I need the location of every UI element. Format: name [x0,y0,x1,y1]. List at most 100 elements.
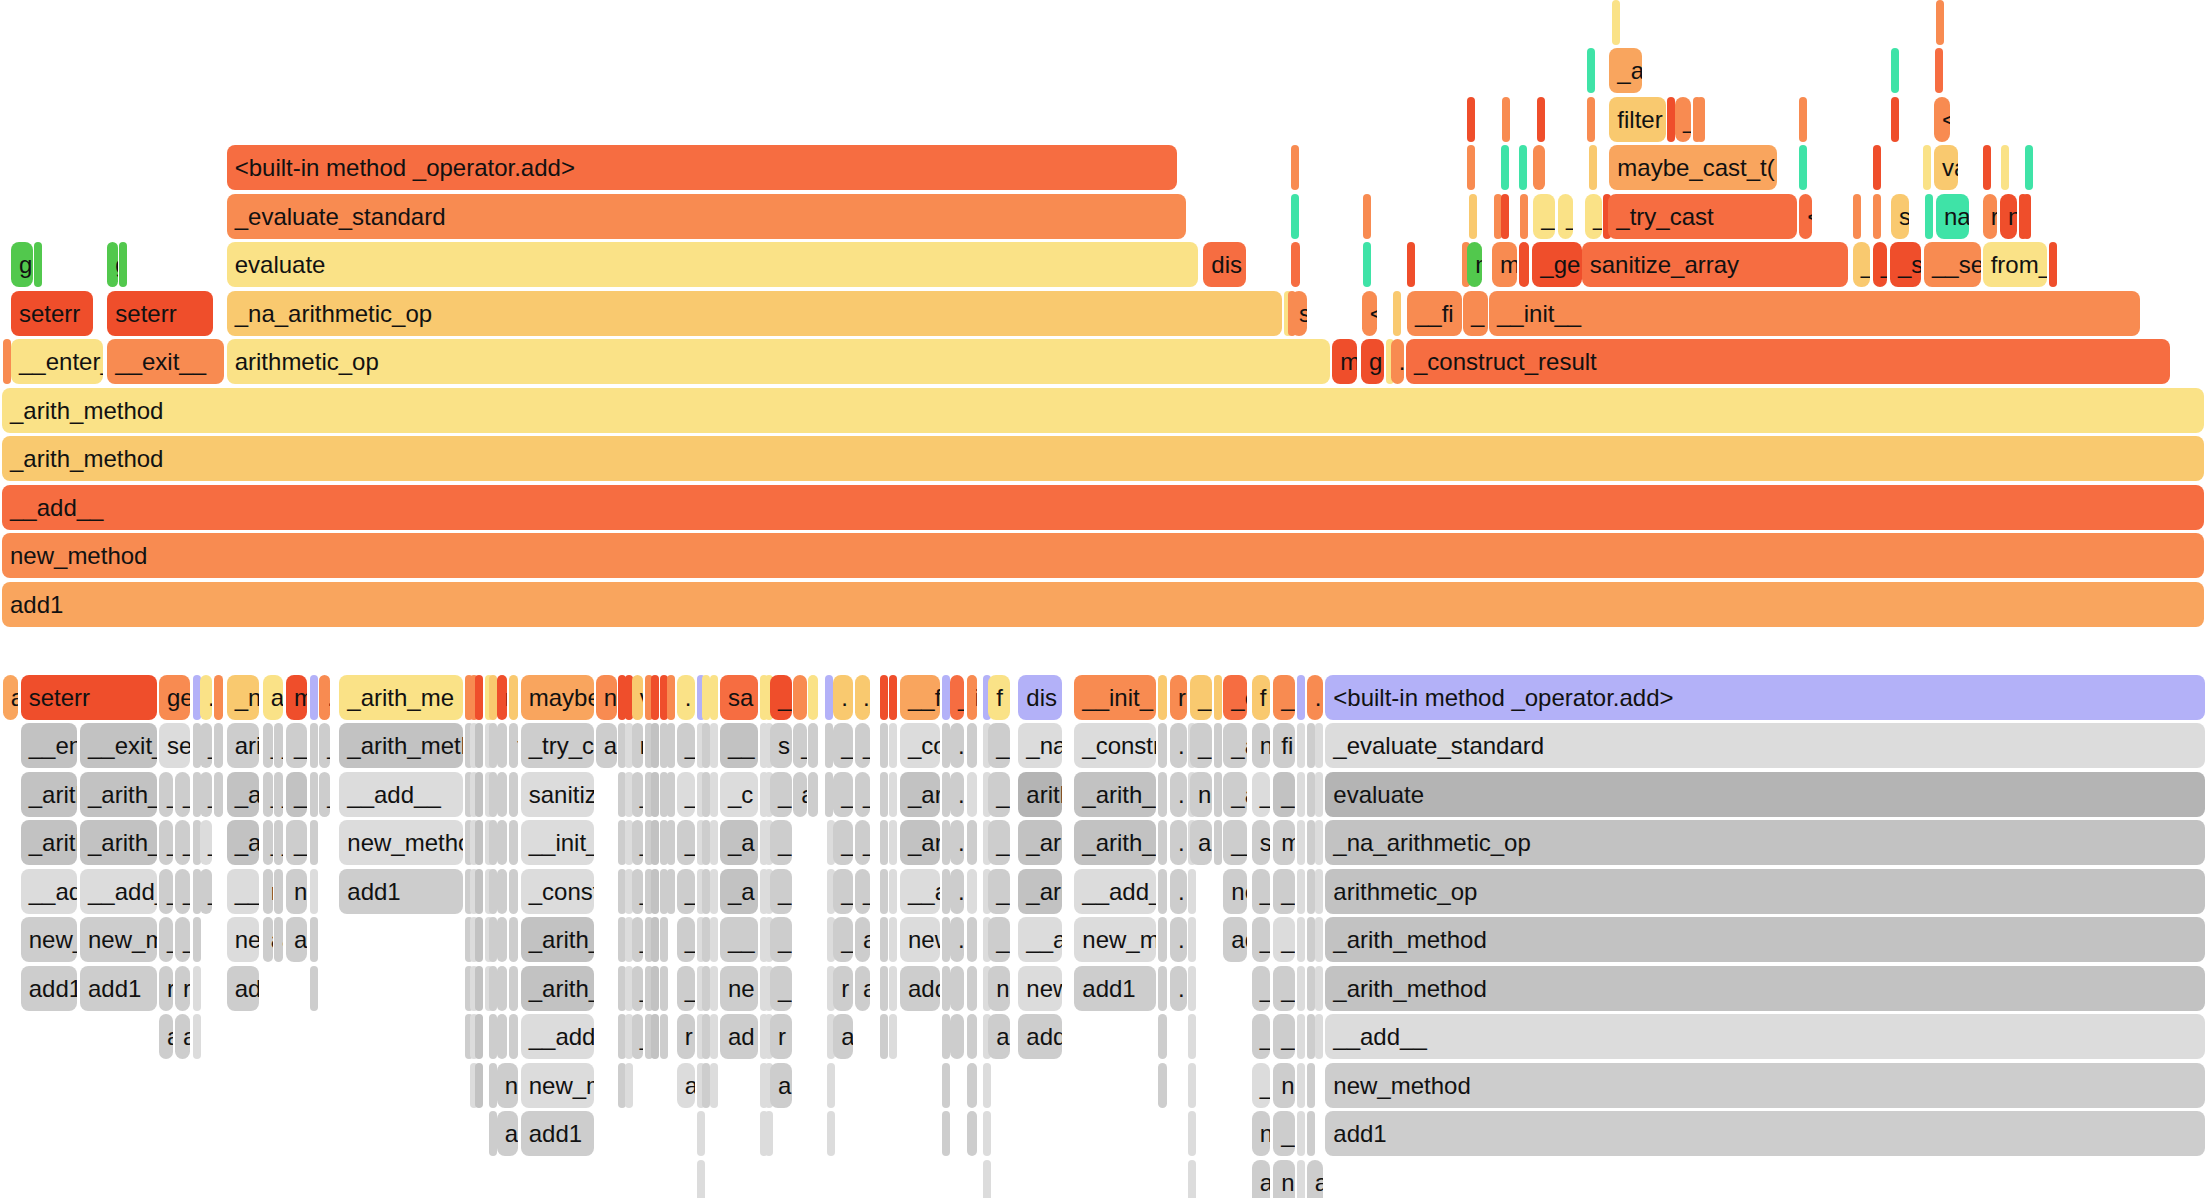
frame-_a[interactable]: _a [1223,772,1246,817]
frame[interactable] [950,966,964,1011]
frame-_[interactable]: _ [159,772,173,817]
frame-_[interactable]: _ [175,772,190,817]
frame[interactable] [880,820,888,865]
frame[interactable] [1799,145,1807,190]
frame[interactable] [475,820,483,865]
frame[interactable] [1158,1014,1166,1059]
frame[interactable] [1315,820,1323,865]
frame-_arith_method[interactable]: _arith_method [21,772,78,817]
frame-new_method[interactable]: new_method [1074,917,1155,962]
frame[interactable] [702,820,710,865]
frame-_[interactable]: _ [1252,869,1270,914]
frame[interactable] [765,1111,773,1156]
frame[interactable] [475,966,483,1011]
frame[interactable] [1407,242,1415,287]
frame[interactable] [710,917,718,962]
frame-_[interactable]: _ [1873,242,1888,287]
frame-_[interactable]: _ [263,820,273,865]
frame-_c[interactable]: _c [720,772,758,817]
frame-a[interactable]: a [855,917,870,962]
frame-_arith_method[interactable]: _arith_method [1074,820,1155,865]
frame-_[interactable]: _ [770,917,792,962]
frame-__[interactable]: __ [720,723,758,768]
frame[interactable] [1307,772,1315,817]
frame-n[interactable]: n [1190,772,1212,817]
frame-_[interactable]: _ [1252,917,1270,962]
frame[interactable] [1501,194,1509,239]
frame-a[interactable]: a [596,723,617,768]
frame-<built-in method _operator.add>[interactable]: <built-in method _operator.add> [227,145,1178,190]
frame-_a[interactable]: _a [720,820,758,865]
frame-.[interactable]: . [950,917,964,962]
frame-f[interactable]: f [509,723,518,768]
frame[interactable] [702,1063,710,1108]
frame-__enter__[interactable]: __enter__ [21,723,78,768]
frame-__add__[interactable]: __add__ [2,485,2204,530]
frame[interactable] [1307,917,1315,962]
frame[interactable] [702,675,710,720]
frame[interactable] [880,917,888,962]
frame-_[interactable]: _ [1273,1111,1295,1156]
frame-_a[interactable]: _a [274,772,283,817]
frame[interactable] [697,1160,705,1198]
frame-r[interactable]: r [1170,675,1187,720]
frame-m[interactable]: m [286,675,307,720]
frame[interactable] [1363,242,1371,287]
frame[interactable] [1158,772,1166,817]
frame[interactable] [1467,97,1475,142]
frame-.[interactable]: . [950,723,964,768]
frame-_[interactable]: _ [200,869,212,914]
frame-maybe_cast_t([interactable]: maybe_cast_t( [1609,145,1776,190]
frame-_[interactable]: _ [632,1014,644,1059]
frame[interactable] [3,339,11,384]
frame-n[interactable]: n [1273,1160,1295,1198]
frame[interactable] [942,966,950,1011]
frame[interactable] [1315,1014,1323,1059]
frame[interactable] [667,675,675,720]
frame[interactable] [509,917,518,962]
frame-a[interactable]: a [833,1014,853,1059]
frame[interactable] [1467,145,1475,190]
frame-_arith_method[interactable]: _arith_method [1018,869,1062,914]
frame[interactable] [880,723,888,768]
frame-_[interactable]: _ [677,723,695,768]
frame[interactable] [942,917,950,962]
frame-sanitize_array[interactable]: sanitize_array [521,772,594,817]
frame[interactable] [1297,723,1305,768]
frame[interactable] [825,772,833,817]
frame-_[interactable]: _ [1585,194,1602,239]
frame[interactable] [475,917,483,962]
frame-_arith_method[interactable]: _arith_method [2,388,2204,433]
frame[interactable] [942,869,950,914]
frame-_[interactable]: _ [175,869,190,914]
frame[interactable] [2025,145,2033,190]
frame-dis[interactable]: dis [1203,242,1246,287]
frame-_construct_result[interactable]: _construct_result [521,869,594,914]
frame-r[interactable]: r [677,1014,695,1059]
frame[interactable] [509,966,518,1011]
frame-_[interactable]: _ [1558,194,1573,239]
frame-_arith_method[interactable]: _arith_method [1018,820,1062,865]
frame[interactable] [1291,242,1300,287]
frame[interactable] [1297,675,1305,720]
frame-__[interactable]: __ [227,869,260,914]
frame-_a[interactable]: _a [286,772,307,817]
frame[interactable] [1188,1063,1196,1108]
frame-_[interactable]: _ [855,869,870,914]
frame-.[interactable]: . [1170,917,1187,962]
frame-arithmetic_op[interactable]: arithmetic_op [1018,772,1062,817]
frame-__add__[interactable]: __add__ [1325,1014,2205,1059]
frame-a[interactable]: a [1307,1160,1324,1198]
frame-sanitize_array[interactable]: sanitize_array [1582,242,1849,287]
frame-_evaluate_standard[interactable]: _evaluate_standard [1325,723,2205,768]
frame[interactable] [710,966,718,1011]
frame-n[interactable]: n [596,675,617,720]
frame[interactable] [651,723,659,768]
frame[interactable] [702,917,710,962]
frame[interactable] [1533,145,1545,190]
frame-r[interactable]: r [497,675,508,720]
frame[interactable] [889,1014,897,1059]
frame-_[interactable]: _ [1463,291,1488,336]
frame[interactable] [702,723,710,768]
frame-_arith_method[interactable]: _arith_method [339,723,463,768]
